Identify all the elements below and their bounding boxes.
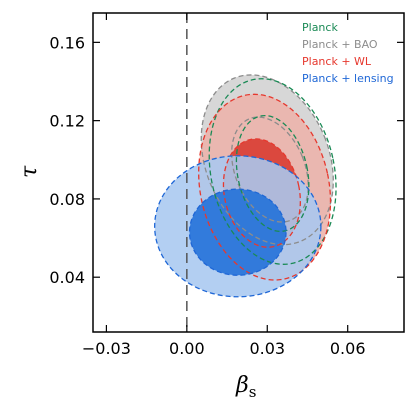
x-tick-label-0: −0.03 [82,339,131,358]
x-axis-label-symbol: β [235,373,249,398]
contour-fill-planck-lensing-68 [189,189,287,276]
contour-layer [154,74,337,298]
contour-line-planck-lensing-68 [188,188,287,276]
contour-line-planck-95 [208,78,337,265]
y-tick-label-0: 0.04 [49,268,85,287]
legend-entry-planck-wl: Planck + WL [302,55,372,68]
axis-ticks: −0.03 0.00 0.03 0.06 0.04 0.08 0.12 0.16 [49,13,404,358]
legend: Planck Planck + BAO Planck + WL Planck + le… [302,21,394,85]
x-axis-label: βs [235,373,256,401]
contour-line-planck-bao-95 [200,74,334,246]
plot-frame [92,12,405,333]
y-axis-label: τ [17,165,42,178]
x-axis-label-subscript: s [249,383,257,401]
contour-line-planck-bao-68 [231,116,309,223]
y-tick-label-2: 0.12 [49,112,85,131]
contour-line-planck-wl-68 [222,138,301,248]
y-tick-label-1: 0.08 [49,190,85,209]
legend-entry-planck-lensing: Planck + lensing [302,72,394,85]
contour-line-planck-68 [235,114,310,233]
legend-entry-planck-bao: Planck + BAO [302,38,378,51]
y-tick-label-3: 0.16 [49,33,85,52]
x-tick-label-1: 0.00 [169,339,205,358]
contour-line-planck-wl-95 [198,93,332,281]
x-tick-label-2: 0.03 [249,339,285,358]
legend-entry-planck: Planck [302,21,338,34]
x-tick-label-3: 0.06 [330,339,366,358]
contour-line-planck-lensing-95 [154,155,322,298]
